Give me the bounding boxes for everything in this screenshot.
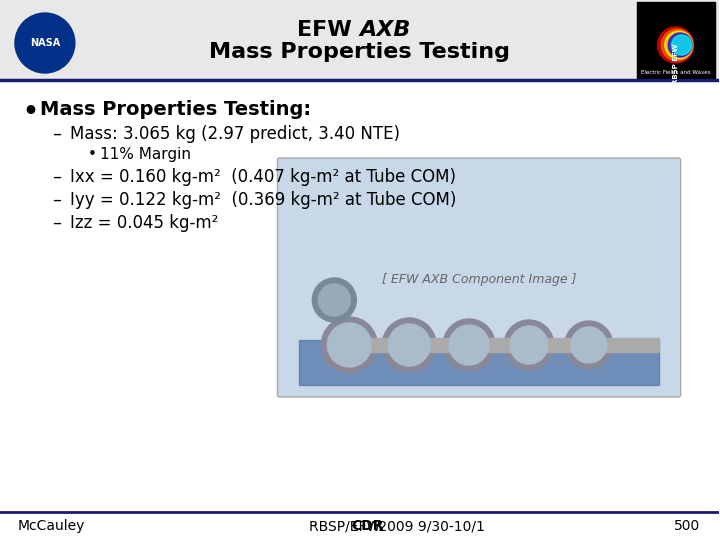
Text: 2009 9/30-10/1: 2009 9/30-10/1 [374, 519, 485, 533]
Circle shape [665, 31, 693, 59]
Circle shape [668, 33, 692, 57]
FancyBboxPatch shape [277, 158, 680, 397]
Circle shape [565, 321, 613, 369]
Text: 500: 500 [675, 519, 701, 533]
Circle shape [388, 324, 430, 366]
Text: 11% Margin: 11% Margin [100, 147, 191, 162]
Text: –: – [52, 191, 61, 209]
Text: NASA: NASA [30, 38, 60, 48]
Text: –: – [52, 168, 61, 186]
Text: Ixx = 0.160 kg-m²  (0.407 kg-m² at Tube COM): Ixx = 0.160 kg-m² (0.407 kg-m² at Tube C… [70, 168, 456, 186]
Circle shape [15, 13, 75, 73]
Circle shape [661, 29, 693, 61]
Text: AXB: AXB [359, 20, 410, 40]
Circle shape [504, 320, 554, 370]
Circle shape [571, 327, 607, 363]
Text: –: – [52, 214, 61, 232]
Text: [ EFW AXB Component Image ]: [ EFW AXB Component Image ] [382, 273, 576, 287]
Text: Mass Properties Testing:: Mass Properties Testing: [40, 100, 311, 119]
Bar [0, 0, 719, 80]
Circle shape [312, 278, 356, 322]
Text: Mass Properties Testing: Mass Properties Testing [209, 42, 510, 62]
Text: Mass: 3.065 kg (2.97 predict, 3.40 NTE): Mass: 3.065 kg (2.97 predict, 3.40 NTE) [70, 125, 400, 143]
Text: Izz = 0.045 kg-m²: Izz = 0.045 kg-m² [70, 214, 218, 232]
Text: •: • [88, 147, 96, 162]
Circle shape [382, 318, 436, 372]
Text: RBSP EFW: RBSP EFW [672, 44, 679, 84]
Circle shape [657, 27, 693, 63]
Text: CDR: CDR [351, 519, 384, 533]
Text: Iyy = 0.122 kg-m²  (0.369 kg-m² at Tube COM): Iyy = 0.122 kg-m² (0.369 kg-m² at Tube C… [70, 191, 456, 209]
Circle shape [318, 284, 351, 316]
Circle shape [328, 323, 372, 367]
Circle shape [449, 325, 489, 365]
Text: EFW: EFW [297, 20, 359, 40]
Text: RBSP/EFW: RBSP/EFW [310, 519, 385, 533]
Circle shape [510, 326, 548, 364]
Text: McCauley: McCauley [18, 519, 86, 533]
Bar [300, 340, 659, 385]
Text: –: – [52, 125, 61, 143]
Text: •: • [22, 100, 38, 124]
Text: Electric Fields and Waves: Electric Fields and Waves [641, 70, 711, 75]
Circle shape [321, 317, 377, 373]
Bar [636, 2, 714, 78]
Circle shape [672, 35, 692, 55]
Circle shape [443, 319, 495, 371]
Bar [329, 338, 659, 352]
